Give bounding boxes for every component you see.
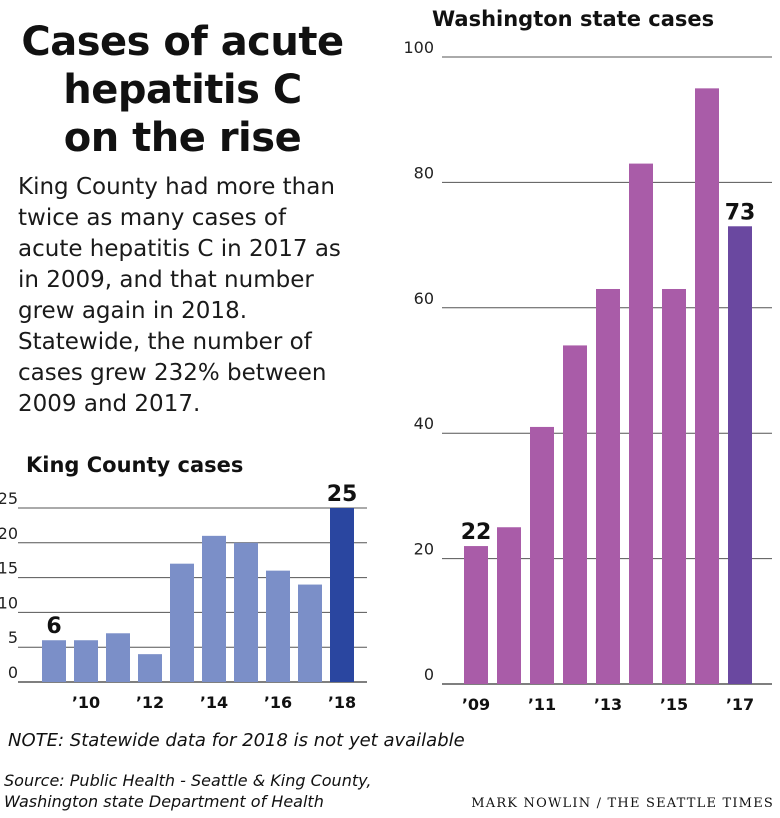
y-tick-label: 40 (414, 414, 434, 433)
note-text: NOTE: Statewide data for 2018 is not yet… (8, 730, 465, 751)
x-tick-label: ’14 (200, 693, 228, 712)
x-tick-label: ’11 (528, 695, 556, 714)
bar (695, 88, 719, 685)
intro-line: 2009 and 2017. (18, 391, 201, 417)
washington-chart-title: Washington state cases (432, 7, 715, 31)
bar (596, 288, 620, 684)
data-label: 25 (327, 482, 358, 507)
bar (202, 535, 226, 682)
headline: Cases of acute hepatitis C on the rise (0, 18, 365, 162)
king-county-bar-chart: 0 5 10 15 20 25 ’10 ’12 ’14 ’16 ’18 6 25 (0, 482, 367, 712)
bar (170, 563, 194, 682)
intro-line: twice as many cases of (18, 205, 287, 231)
bar (106, 633, 130, 682)
y-tick-label: 5 (8, 628, 18, 647)
y-tick-label: 100 (403, 38, 434, 57)
intro-line: King County had more than (18, 174, 335, 200)
y-tick-label: 0 (8, 663, 18, 682)
bar (530, 426, 554, 684)
intro-line: in 2009, and that number (18, 267, 314, 293)
y-tick-label: 10 (0, 593, 18, 612)
bar (662, 288, 686, 684)
intro-line: cases grew 232% between (18, 360, 327, 386)
king-county-chart-title: King County cases (26, 453, 244, 477)
y-tick-label: 20 (0, 524, 18, 543)
credit-text: MARK NOWLIN / THE SEATTLE TIMES (471, 796, 774, 811)
y-tick-label: 0 (424, 665, 434, 684)
data-label: 73 (725, 200, 756, 225)
bar (629, 163, 653, 685)
washington-bar-chart: 0 20 40 60 80 100 ’09 ’11 ’13 ’15 ’17 22 73 (403, 38, 772, 714)
source-line: Source: Public Health - Seattle & King C… (4, 771, 372, 790)
bar (563, 345, 587, 684)
headline-line: on the rise (63, 115, 302, 161)
y-tick-label: 25 (0, 489, 18, 508)
intro-line: Statewide, the number of (18, 329, 312, 355)
bar (298, 584, 322, 682)
x-tick-label: ’09 (462, 695, 490, 714)
intro-line: acute hepatitis C in 2017 as (18, 236, 341, 262)
headline-line: Cases of acute (21, 19, 344, 65)
y-tick-label: 80 (414, 163, 434, 182)
x-tick-label: ’16 (264, 693, 292, 712)
y-tick-label: 15 (0, 559, 18, 578)
x-tick-label: ’13 (594, 695, 622, 714)
bar (138, 654, 162, 682)
headline-line: hepatitis C (63, 67, 302, 113)
x-tick-label: ’12 (136, 693, 164, 712)
y-tick-label: 60 (414, 289, 434, 308)
bar (234, 542, 258, 682)
bar (74, 640, 98, 682)
intro-line: grew again in 2018. (18, 298, 248, 324)
bar (330, 508, 354, 682)
x-tick-label: ’17 (726, 695, 754, 714)
bar (728, 226, 752, 685)
bar (464, 546, 488, 684)
bar (497, 527, 521, 684)
x-tick-label: ’10 (72, 693, 100, 712)
x-tick-label: ’18 (328, 693, 356, 712)
source-text: Source: Public Health - Seattle & King C… (4, 770, 371, 812)
bar (42, 640, 66, 682)
data-label: 22 (461, 520, 492, 545)
source-line: Washington state Department of Health (4, 792, 324, 811)
bar (266, 570, 290, 682)
y-tick-label: 20 (414, 540, 434, 559)
x-tick-label: ’15 (660, 695, 688, 714)
data-label: 6 (46, 614, 61, 639)
intro-paragraph: King County had more than twice as many … (18, 172, 358, 420)
